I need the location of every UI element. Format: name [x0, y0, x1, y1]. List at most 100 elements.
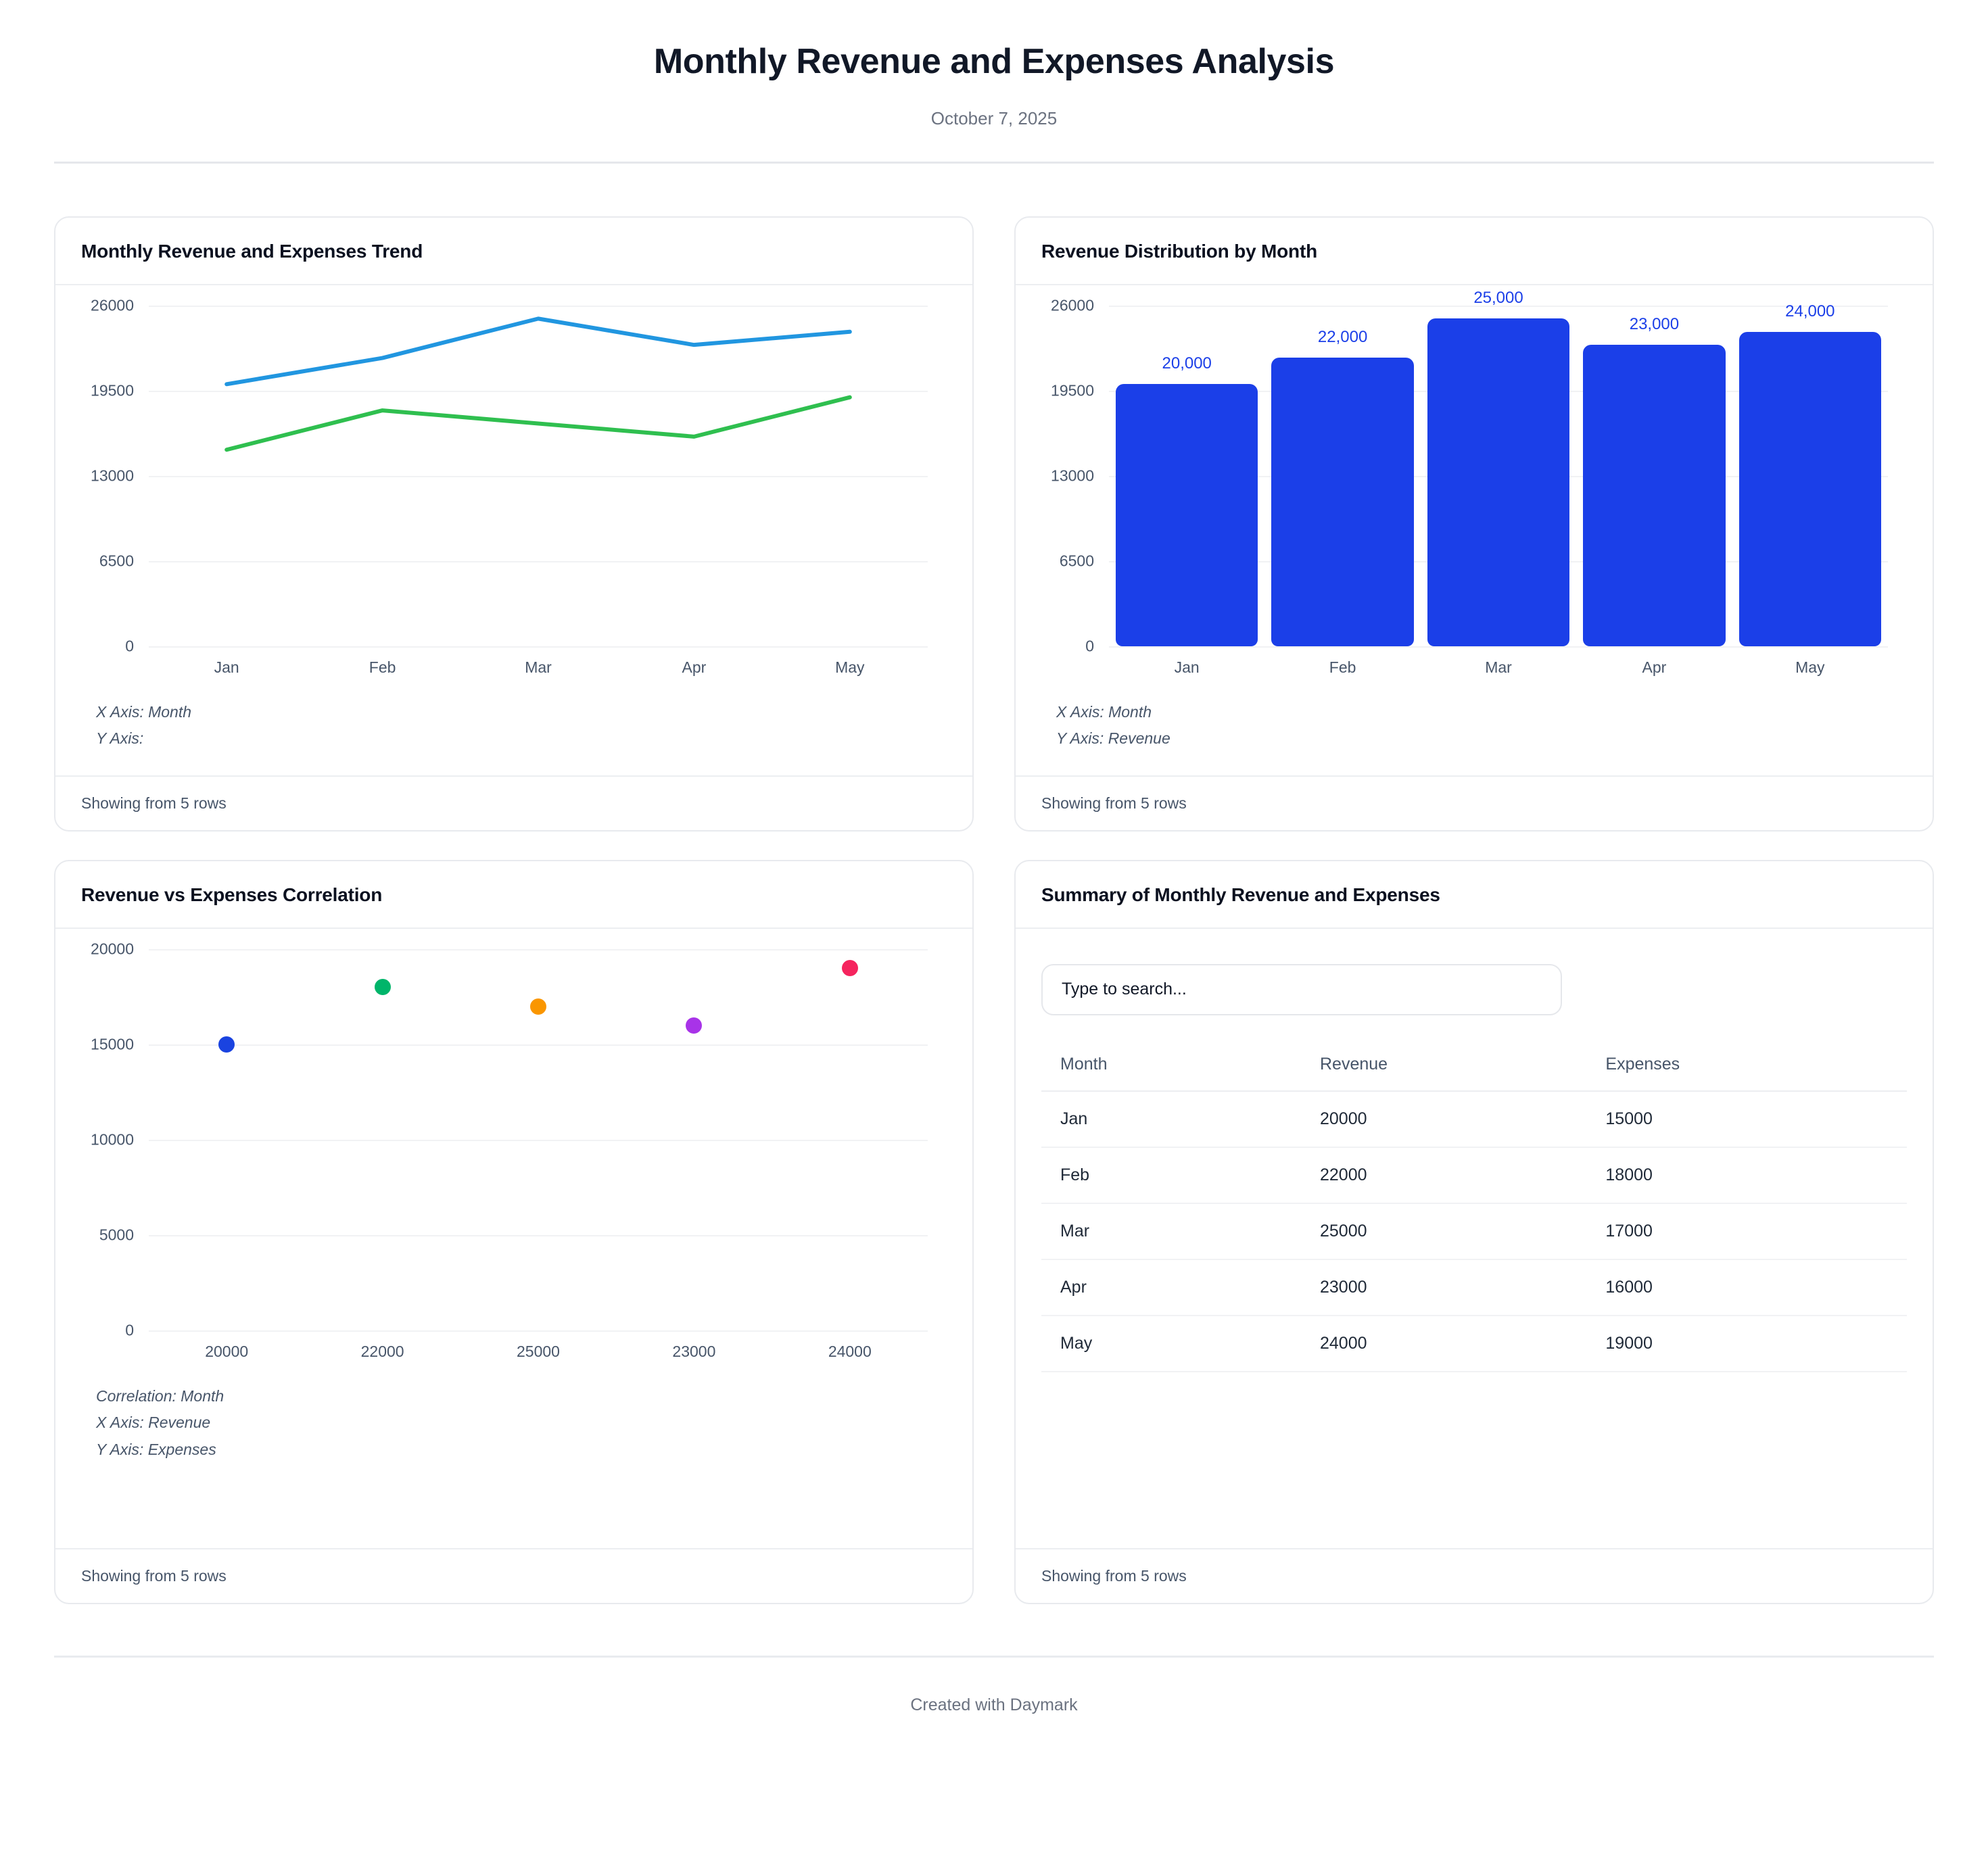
bar-plot-area: 0 6500 13000 19500 26000 Jan Feb Mar Apr May 20,00… [1051, 289, 1888, 676]
cell-expenses: 19000 [1586, 1315, 1907, 1372]
y-axis-tick: 0 [125, 1321, 134, 1339]
column-header-expenses[interactable]: Expenses [1586, 1042, 1907, 1092]
scatter-point[interactable] [530, 998, 546, 1015]
table-row[interactable]: Apr 23000 16000 [1041, 1259, 1907, 1316]
y-axis-tick: 6500 [1059, 552, 1094, 570]
bar[interactable] [1427, 318, 1570, 646]
dashboard-grid: Monthly Revenue and Expenses Trend 0 6500… [0, 164, 1988, 1604]
cell-revenue: 22000 [1301, 1147, 1587, 1204]
scatter-plot-area: 0 5000 10000 15000 20000 20000 22000 25000 23000… [91, 940, 928, 1360]
bar[interactable] [1116, 384, 1258, 646]
gridline [1109, 305, 1888, 307]
x-axis-tick: 22000 [360, 1342, 404, 1360]
y-axis-tick: 13000 [1051, 466, 1094, 485]
card-bar-chart: Revenue Distribution by Month 0 6500 13000… [1014, 216, 1934, 832]
x-axis-tick: Feb [1329, 658, 1356, 676]
gridline [149, 390, 928, 392]
page-title: Monthly Revenue and Expenses Analysis [653, 42, 1335, 81]
cell-expenses: 17000 [1586, 1203, 1907, 1260]
bar-slot: 23,000 [1583, 306, 1726, 646]
table-header-row: Month Revenue Expenses [1041, 1042, 1907, 1092]
column-header-revenue[interactable]: Revenue [1301, 1042, 1587, 1092]
y-axis-note: Y Axis: [96, 729, 144, 748]
cell-expenses: 16000 [1586, 1259, 1907, 1316]
x-axis-tick: 20000 [205, 1342, 249, 1360]
table-head: Month Revenue Expenses [1041, 1042, 1907, 1092]
y-axis-note: Y Axis: Expenses [96, 1440, 216, 1458]
cell-month: Mar [1041, 1203, 1301, 1260]
y-axis-tick: 10000 [91, 1130, 134, 1149]
bar[interactable] [1271, 358, 1414, 646]
table-body: Jan 20000 15000 Feb 22000 18000 Mar 25000 17000 A… [1041, 1090, 1907, 1372]
scatter-point[interactable] [218, 1036, 235, 1053]
gridline [149, 948, 928, 950]
line-series-svg [149, 306, 928, 646]
gridline [149, 646, 928, 648]
gridline [149, 560, 928, 562]
y-axis-tick: 26000 [91, 296, 134, 314]
card-title: Revenue vs Expenses Correlation [81, 884, 383, 905]
axis-notes: X Axis: Month Y Axis: Revenue [1041, 684, 1907, 769]
table-row[interactable]: Feb 22000 18000 [1041, 1147, 1907, 1204]
card-title: Monthly Revenue and Expenses Trend [81, 240, 423, 262]
column-header-month[interactable]: Month [1041, 1042, 1301, 1092]
x-axis-tick: Mar [525, 658, 552, 676]
table-row[interactable]: Mar 25000 17000 [1041, 1203, 1907, 1260]
card-footer-rows: Showing from 5 rows [1016, 1547, 1933, 1603]
bar-value-label: 20,000 [1162, 354, 1212, 373]
gridline [149, 1044, 928, 1046]
line-plot-area: 0 6500 13000 19500 26000 Jan Feb Mar Apr May [91, 296, 928, 676]
card-header: Revenue vs Expenses Correlation [55, 861, 972, 929]
card-title: Summary of Monthly Revenue and Expenses [1041, 884, 1440, 905]
scatter-chart[interactable]: 0 5000 10000 15000 20000 20000 22000 25000 23000… [81, 940, 947, 1368]
scatter-point[interactable] [686, 1017, 703, 1034]
gridline [149, 475, 928, 477]
search-input[interactable] [1041, 963, 1562, 1015]
cell-expenses: 18000 [1586, 1147, 1907, 1204]
table-row[interactable]: May 24000 19000 [1041, 1315, 1907, 1372]
cell-revenue: 25000 [1301, 1203, 1587, 1260]
card-footer-rows: Showing from 5 rows [55, 775, 972, 830]
card-title: Revenue Distribution by Month [1041, 240, 1317, 262]
bar-slot: 22,000 [1271, 306, 1414, 646]
scatter-point[interactable] [374, 979, 391, 996]
cell-month: Jan [1041, 1090, 1301, 1148]
gridline [149, 305, 928, 307]
line-chart[interactable]: 0 6500 13000 19500 26000 Jan Feb Mar Apr May [81, 296, 947, 684]
cell-expenses: 15000 [1586, 1090, 1907, 1148]
y-axis-tick: 20000 [91, 940, 134, 958]
bar[interactable] [1583, 344, 1726, 646]
cell-month: May [1041, 1315, 1301, 1372]
correlation-note: Correlation: Month [96, 1387, 224, 1405]
card-header: Revenue Distribution by Month [1016, 218, 1933, 285]
bar[interactable] [1738, 331, 1882, 646]
cell-revenue: 23000 [1301, 1259, 1587, 1316]
bar-value-label: 22,000 [1317, 328, 1368, 347]
y-axis-tick: 15000 [91, 1035, 134, 1053]
axis-notes: X Axis: Month Y Axis: [81, 684, 947, 769]
bar-value-label: 23,000 [1629, 314, 1680, 333]
table-spacer [1041, 1372, 1907, 1541]
line-series-expenses [227, 397, 850, 450]
search-row [1041, 949, 1907, 1025]
card-scatter-chart: Revenue vs Expenses Correlation 0 5000 100… [54, 859, 974, 1604]
page-header: Monthly Revenue and Expenses Analysis Oc… [0, 0, 1988, 129]
card-summary-table: Summary of Monthly Revenue and Expenses … [1014, 859, 1934, 1604]
card-footer-rows: Showing from 5 rows [1016, 775, 1933, 830]
card-body: 0 6500 13000 19500 26000 Jan Feb Mar Apr May 20,00… [1016, 285, 1933, 775]
summary-table: Month Revenue Expenses Jan 20000 15000 Feb 2… [1041, 1042, 1907, 1372]
bar-chart[interactable]: 0 6500 13000 19500 26000 Jan Feb Mar Apr May 20,00… [1041, 289, 1907, 684]
scatter-point[interactable] [841, 960, 858, 977]
y-axis-tick: 5000 [99, 1226, 134, 1244]
cell-revenue: 20000 [1301, 1090, 1587, 1148]
card-body: Month Revenue Expenses Jan2000015000Feb2… [1016, 929, 1933, 1548]
x-axis-tick: Apr [682, 658, 707, 676]
bar-value-label: 25,000 [1473, 289, 1523, 308]
cell-month: Feb [1041, 1147, 1301, 1204]
card-body: 0 5000 10000 15000 20000 20000 22000 25000 23000… [55, 929, 972, 1548]
y-axis-note: Y Axis: Revenue [1056, 729, 1170, 748]
x-axis-tick: 24000 [828, 1342, 872, 1360]
table-row[interactable]: Jan 20000 15000 [1041, 1090, 1907, 1148]
card-header: Monthly Revenue and Expenses Trend [55, 218, 972, 285]
cell-revenue: 24000 [1301, 1315, 1587, 1372]
